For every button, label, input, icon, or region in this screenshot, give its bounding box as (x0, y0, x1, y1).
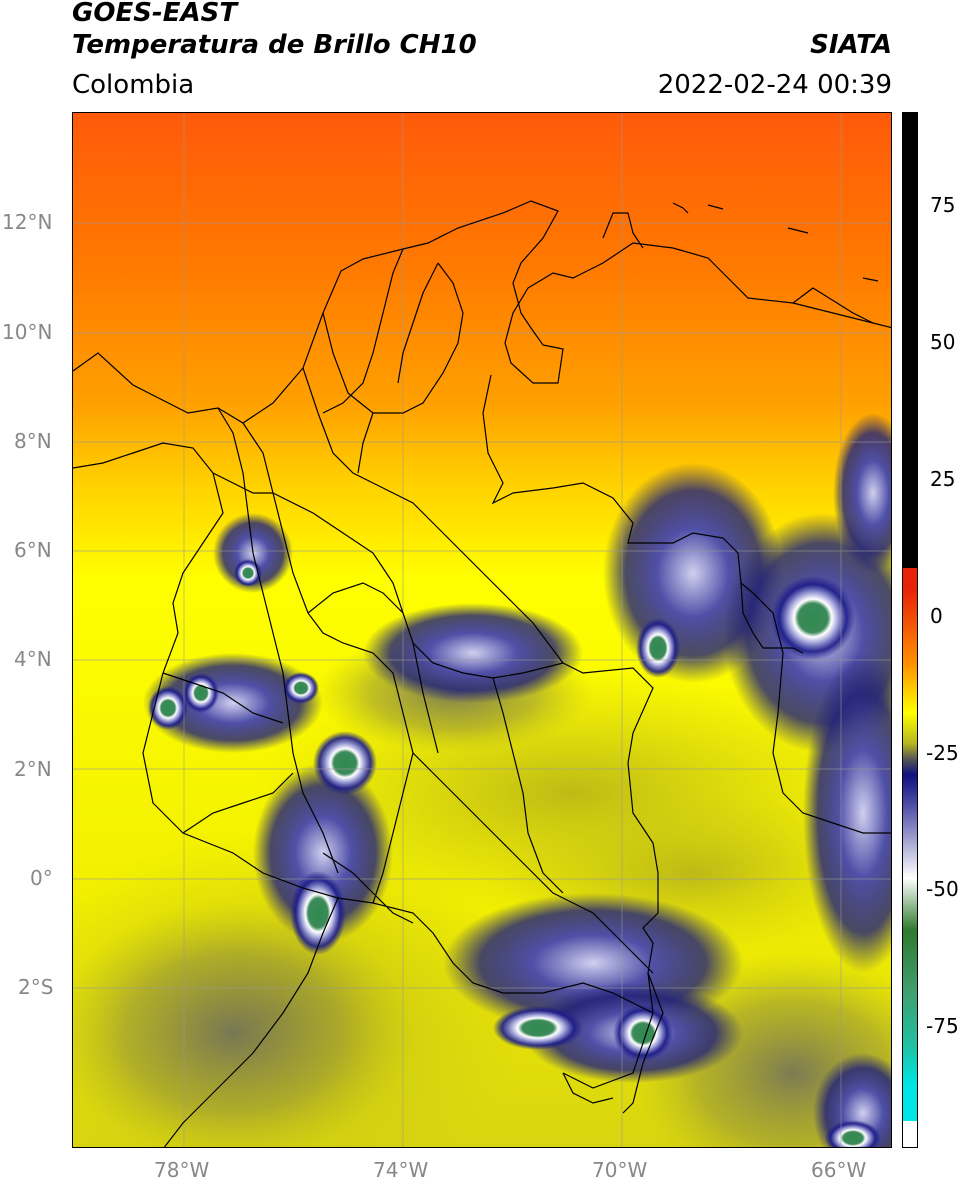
lat-label: 4°N (14, 647, 52, 671)
region-label: Colombia (72, 70, 195, 100)
lat-label: 8°N (14, 429, 52, 453)
lat-label: 2°N (14, 757, 52, 781)
lat-label: 10°N (2, 320, 53, 344)
colorbar-label: 75 (930, 193, 956, 217)
lat-label: 2°S (18, 975, 54, 999)
colorbar-label: -75 (926, 1014, 959, 1038)
colorbar-label: 25 (930, 467, 956, 491)
graticule (73, 113, 891, 1147)
map-svg (73, 113, 891, 1147)
colorbar (902, 112, 918, 1148)
lat-label: 12°N (2, 210, 53, 234)
colorbar-label: -50 (926, 877, 959, 901)
title-line1: GOES-EAST (72, 0, 238, 28)
lat-label: 0° (30, 866, 53, 890)
title-line2: Temperatura de Brillo CH10 (72, 30, 477, 60)
lon-label: 66°W (811, 1158, 867, 1182)
agency-label: SIATA (810, 30, 892, 60)
borders (73, 200, 891, 1147)
colorbar-label: -25 (926, 741, 959, 765)
lon-label: 70°W (592, 1158, 648, 1182)
colorbar-label: 0 (930, 604, 943, 628)
colorbar-label: 50 (930, 330, 956, 354)
lon-label: 74°W (373, 1158, 429, 1182)
lon-label: 78°W (154, 1158, 210, 1182)
satellite-map (72, 112, 892, 1148)
datetime-label: 2022-02-24 00:39 (657, 70, 892, 100)
lat-label: 6°N (14, 538, 52, 562)
